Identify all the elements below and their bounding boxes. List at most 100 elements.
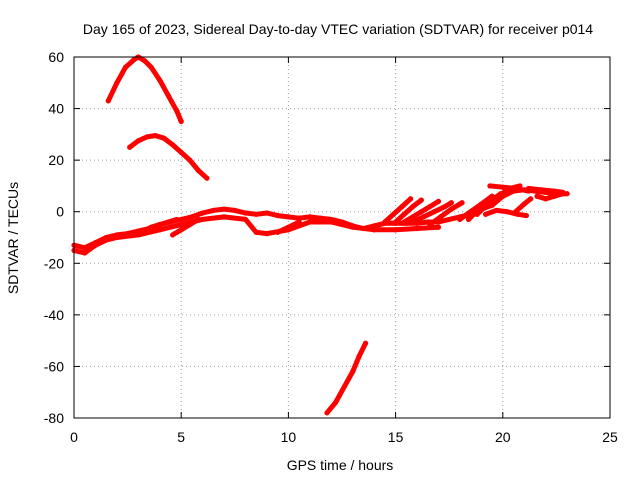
data-point [178, 216, 184, 223]
data-point [525, 185, 532, 192]
data-point [170, 232, 176, 238]
x-tick-label: 25 [602, 429, 618, 445]
data-point [144, 134, 150, 140]
data-point [371, 227, 377, 233]
data-point [152, 133, 159, 139]
data-point [174, 216, 180, 223]
data-point [221, 214, 227, 220]
chart-title: Day 165 of 2023, Sidereal Day-to-day VTE… [83, 21, 593, 37]
data-point [483, 211, 489, 217]
data-point [178, 222, 184, 228]
data-point [408, 196, 414, 202]
series-arc-2 [127, 133, 210, 181]
data-point [122, 64, 129, 70]
data-point [457, 216, 463, 223]
data-point [275, 212, 281, 219]
data-point [148, 224, 154, 230]
data-point [356, 353, 362, 359]
data-point [459, 200, 465, 206]
data-point [448, 200, 454, 206]
data-point [195, 216, 201, 223]
data-point [493, 207, 499, 214]
data-point [521, 201, 527, 207]
series-streak-8 [427, 200, 465, 228]
data-point [495, 193, 502, 199]
data-point [401, 219, 407, 225]
data-point [500, 184, 506, 190]
data-point [200, 216, 206, 223]
data-point [465, 216, 472, 223]
data-point [317, 215, 324, 221]
data-point [414, 225, 420, 232]
data-point [332, 399, 339, 406]
y-tick-label: 40 [48, 101, 64, 117]
data-point [195, 167, 201, 174]
y-tick-label: 0 [56, 204, 64, 220]
data-point [448, 206, 454, 212]
data-point [174, 108, 180, 114]
data-point [513, 185, 519, 192]
x-tick-label: 15 [388, 429, 404, 445]
y-tick-label: 20 [48, 152, 64, 168]
data-point [551, 188, 557, 194]
data-point [189, 214, 195, 220]
data-point [275, 229, 281, 235]
data-point [442, 203, 448, 210]
data-point [82, 250, 88, 256]
data-point [264, 210, 270, 216]
x-axis-label: GPS time / hours [287, 457, 394, 473]
data-point [178, 118, 184, 125]
data-point [538, 187, 544, 193]
data-point [210, 207, 216, 214]
data-point [187, 222, 193, 228]
data-point [105, 98, 111, 104]
data-point [165, 93, 171, 99]
data-point [165, 219, 171, 225]
data-point [324, 410, 330, 416]
y-axis-label: SDTVAR / TECUs [5, 182, 21, 294]
data-point [187, 157, 193, 163]
data-point [157, 77, 163, 83]
data-point [114, 80, 120, 86]
data-point [161, 135, 167, 141]
series-streak-5 [393, 197, 424, 225]
data-point [410, 203, 416, 210]
data-point [178, 227, 184, 233]
data-point [446, 216, 452, 223]
data-point [341, 384, 347, 390]
y-tick-label: -60 [44, 358, 64, 374]
data-point [135, 232, 141, 238]
data-point [253, 211, 259, 217]
data-point [560, 191, 566, 197]
data-point [485, 201, 491, 207]
data-point [438, 214, 444, 220]
data-point [528, 196, 534, 202]
data-point [232, 207, 238, 214]
data-point [390, 211, 397, 217]
data-point [307, 219, 313, 225]
data-point [427, 203, 433, 210]
data-point [474, 211, 480, 217]
data-point [114, 234, 120, 241]
data-point [393, 227, 399, 233]
data-point [131, 56, 137, 63]
series-arc-1 [105, 54, 184, 124]
data-point [127, 144, 133, 150]
data-point [350, 224, 356, 230]
data-point [399, 203, 405, 210]
data-point [242, 210, 249, 216]
x-tick-label: 10 [281, 429, 297, 445]
data-point [285, 214, 291, 220]
data-point [170, 142, 176, 148]
series-streak-2 [170, 216, 201, 238]
data-point [487, 183, 493, 189]
data-series [71, 54, 570, 416]
data-point [148, 64, 154, 70]
data-point [296, 215, 302, 221]
data-point [264, 231, 270, 237]
x-tick-label: 0 [70, 429, 78, 445]
data-point [157, 222, 163, 228]
series-streak-16 [534, 191, 566, 202]
data-point [157, 227, 163, 233]
